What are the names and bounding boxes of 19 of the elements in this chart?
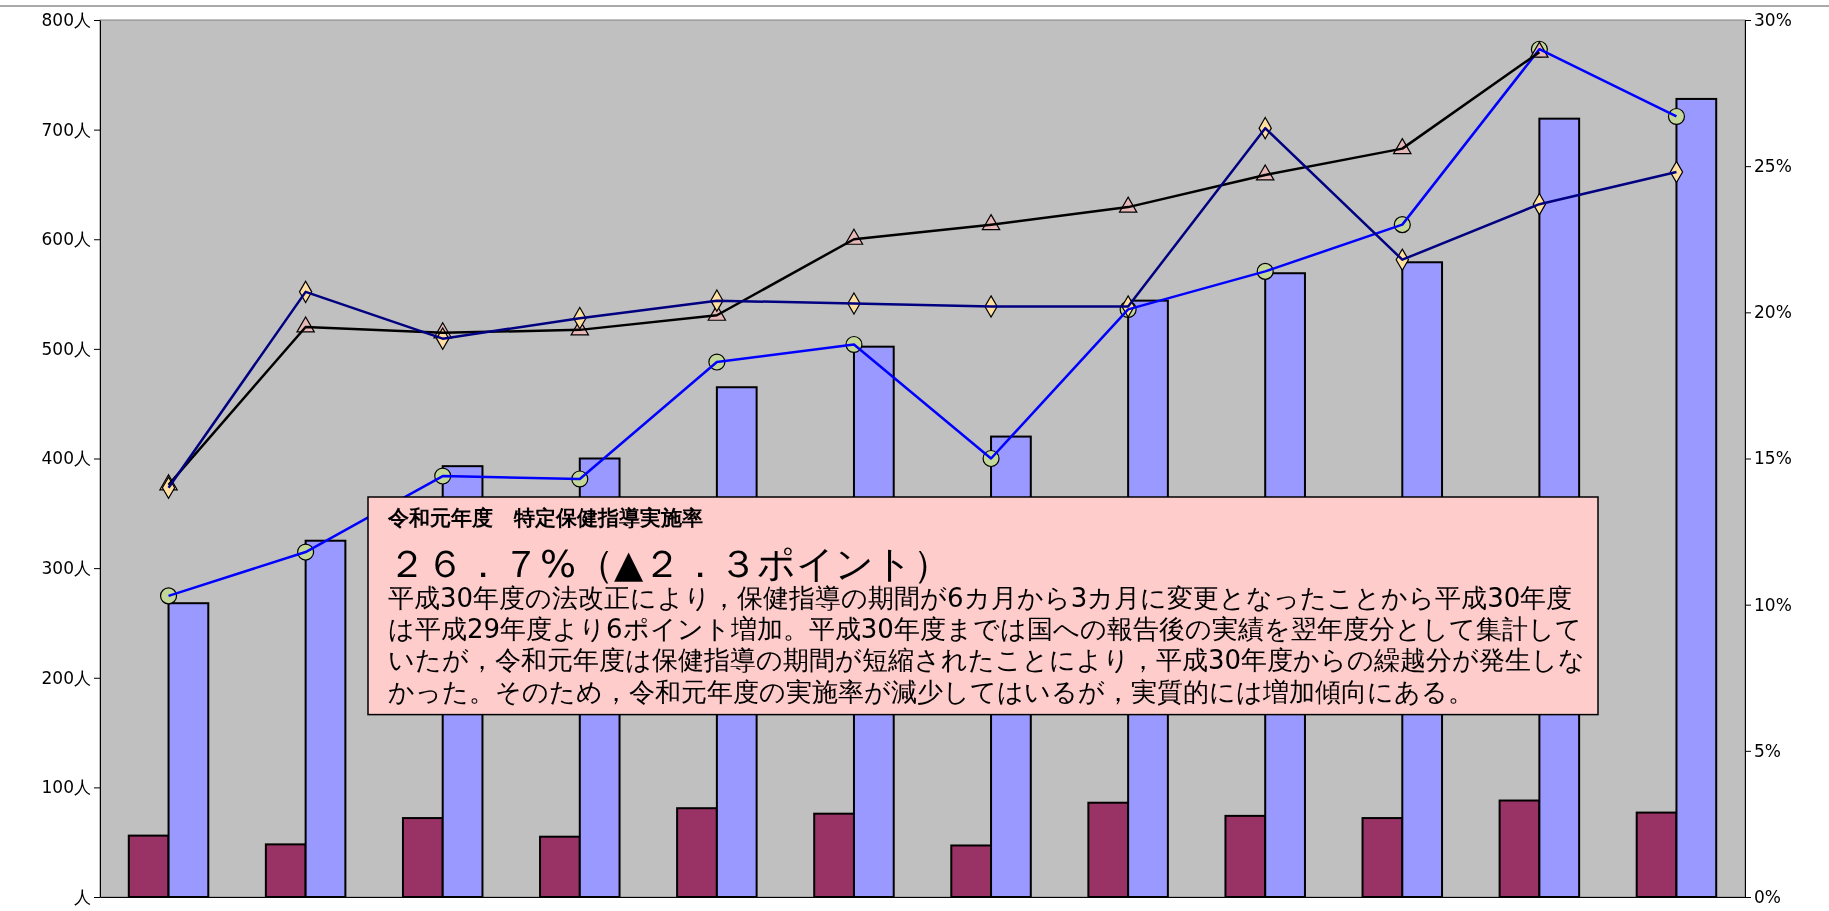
annotation: ２６．７%（▲２．３ポイント） [388,542,952,586]
y-tick-label: 400人 [41,448,91,469]
y-tick-label: 700人 [41,119,91,140]
y2-tick-label: 10% [1754,594,1792,615]
y2-tick-label: 15% [1754,448,1792,469]
y2-tick-label: 5% [1754,740,1781,761]
y-tick-label: 200人 [41,667,91,688]
y-tick-label: 600人 [41,229,91,250]
y-tick-label: 300人 [41,558,91,579]
y-tick-label: 800人 [41,9,91,30]
y2-tick-label: 30% [1754,9,1792,30]
y-tick-label: 500人 [41,338,91,359]
y2-tick-label: 20% [1754,302,1792,323]
y-tick-label: 人 [74,886,91,907]
annotation: 令和元年度 特定保健指導実施率 [387,506,703,530]
y2-tick-label: 0% [1754,886,1781,907]
annotation: 平成30年度の法改正により，保健指導の期間が6カ月から3カ月に変更となったことから平成30年度は平成29年度より6ポイント増加。平成30年度までは国への報告後の実績を翌年度分として集計していたが，令和元年度は保健指導の期間が短縮されたことにより，平成30年度からの繰越分が発生しなかった。そのため，令和元年度の実施率が減少してはいるが，実質的には増加傾向にある。 [388,583,1586,707]
y-tick-label: 100人 [41,777,91,798]
y2-tick-label: 25% [1754,156,1792,177]
